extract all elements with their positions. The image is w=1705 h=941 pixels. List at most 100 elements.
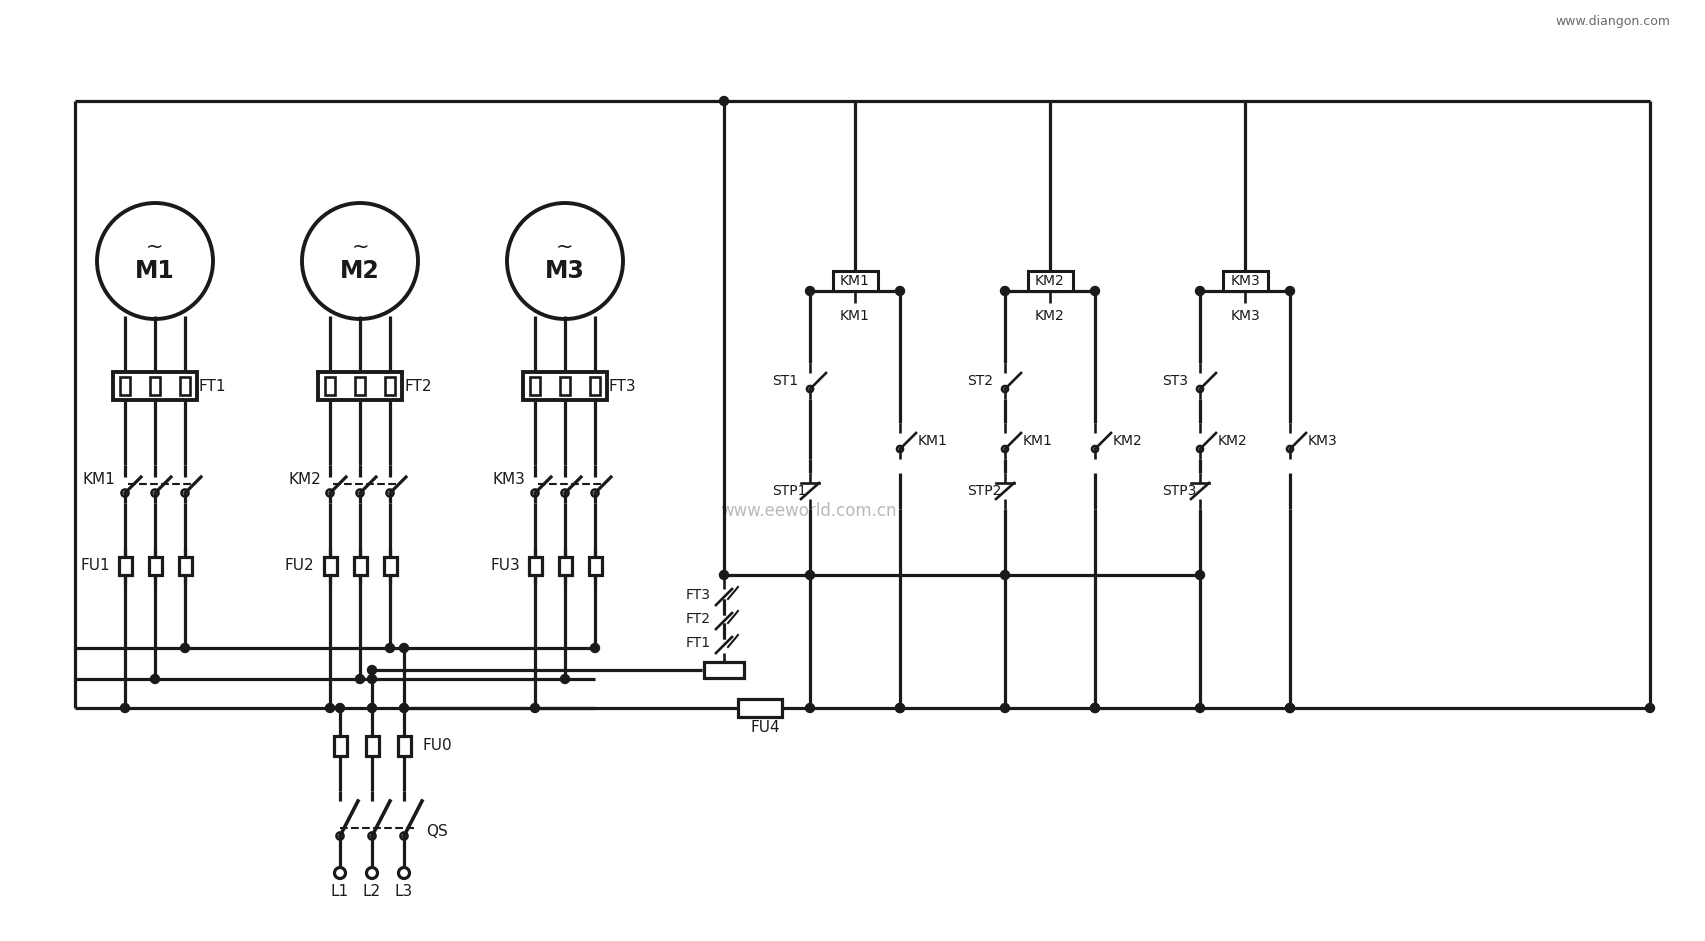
Circle shape — [181, 644, 189, 652]
Text: KM1: KM1 — [841, 309, 870, 323]
Circle shape — [1001, 286, 1009, 295]
Circle shape — [720, 570, 728, 580]
Text: QS: QS — [426, 824, 448, 839]
Text: KM1: KM1 — [917, 434, 948, 448]
Circle shape — [530, 704, 539, 712]
Bar — [529, 557, 542, 575]
Text: KM1: KM1 — [84, 471, 116, 486]
Circle shape — [1286, 704, 1294, 712]
Bar — [326, 377, 334, 395]
Circle shape — [336, 704, 344, 712]
Circle shape — [561, 675, 569, 683]
Text: ~: ~ — [556, 237, 575, 257]
Text: L2: L2 — [363, 884, 380, 899]
Circle shape — [805, 286, 815, 295]
Circle shape — [805, 704, 815, 712]
Circle shape — [1195, 286, 1204, 295]
Text: STP3: STP3 — [1163, 484, 1197, 498]
Text: FU2: FU2 — [285, 559, 315, 573]
Circle shape — [590, 644, 600, 652]
Circle shape — [1286, 286, 1294, 295]
Text: FT2: FT2 — [404, 378, 431, 393]
Circle shape — [368, 675, 377, 683]
Text: FT3: FT3 — [609, 378, 636, 393]
Text: STP1: STP1 — [772, 484, 806, 498]
Text: M1: M1 — [135, 259, 176, 283]
Circle shape — [1645, 704, 1654, 712]
Circle shape — [356, 675, 365, 683]
Bar — [738, 699, 783, 717]
Circle shape — [150, 675, 160, 683]
Bar — [355, 377, 365, 395]
Bar — [384, 557, 397, 575]
Text: KM3: KM3 — [1229, 274, 1260, 288]
Text: KM2: KM2 — [1035, 309, 1066, 323]
Text: FU4: FU4 — [750, 721, 779, 736]
Circle shape — [385, 644, 394, 652]
Bar — [324, 557, 336, 575]
Text: KM2: KM2 — [1217, 434, 1248, 448]
Bar — [559, 557, 571, 575]
Bar — [181, 377, 189, 395]
Text: ~: ~ — [351, 237, 368, 257]
Bar — [353, 557, 367, 575]
Text: M3: M3 — [546, 259, 585, 283]
Circle shape — [895, 704, 904, 712]
Bar — [148, 557, 162, 575]
Text: FT3: FT3 — [685, 588, 711, 602]
Text: FT1: FT1 — [199, 378, 227, 393]
Circle shape — [399, 704, 409, 712]
Text: FU1: FU1 — [80, 559, 109, 573]
Circle shape — [368, 704, 377, 712]
Circle shape — [326, 704, 334, 712]
Text: KM1: KM1 — [841, 274, 870, 288]
Text: FT1: FT1 — [685, 636, 711, 650]
Text: M2: M2 — [339, 259, 380, 283]
Circle shape — [1195, 704, 1204, 712]
Circle shape — [368, 665, 377, 675]
Bar — [385, 377, 396, 395]
Bar — [559, 377, 569, 395]
Circle shape — [1001, 570, 1009, 580]
Bar — [119, 557, 131, 575]
Circle shape — [720, 97, 728, 105]
Bar — [704, 662, 743, 678]
Text: FU3: FU3 — [489, 559, 520, 573]
Text: ST2: ST2 — [967, 374, 992, 388]
Text: ST1: ST1 — [772, 374, 798, 388]
Bar — [334, 736, 346, 756]
Bar — [523, 372, 607, 400]
Circle shape — [1091, 704, 1100, 712]
Text: KM2: KM2 — [288, 471, 321, 486]
Bar — [179, 557, 191, 575]
Bar — [1222, 271, 1267, 291]
Bar — [1028, 271, 1072, 291]
Text: L3: L3 — [396, 884, 413, 899]
Text: www.eeworld.com.cn: www.eeworld.com.cn — [720, 502, 897, 520]
Bar — [319, 372, 402, 400]
Bar — [397, 736, 411, 756]
Bar — [590, 377, 600, 395]
Text: ~: ~ — [147, 237, 164, 257]
Bar — [365, 736, 379, 756]
Text: STP2: STP2 — [967, 484, 1001, 498]
Circle shape — [1195, 570, 1204, 580]
Circle shape — [1091, 704, 1100, 712]
Text: KM3: KM3 — [493, 471, 525, 486]
Circle shape — [895, 704, 904, 712]
Circle shape — [1286, 704, 1294, 712]
Text: KM3: KM3 — [1308, 434, 1338, 448]
Circle shape — [1091, 286, 1100, 295]
Bar — [832, 271, 878, 291]
Text: L1: L1 — [331, 884, 350, 899]
Text: KM3: KM3 — [1229, 309, 1260, 323]
Text: FT2: FT2 — [685, 612, 711, 626]
Circle shape — [121, 704, 130, 712]
Text: KM2: KM2 — [1113, 434, 1142, 448]
Circle shape — [1001, 704, 1009, 712]
Circle shape — [895, 286, 904, 295]
Text: FU0: FU0 — [423, 739, 452, 754]
Circle shape — [399, 644, 409, 652]
Circle shape — [805, 570, 815, 580]
Bar — [119, 377, 130, 395]
